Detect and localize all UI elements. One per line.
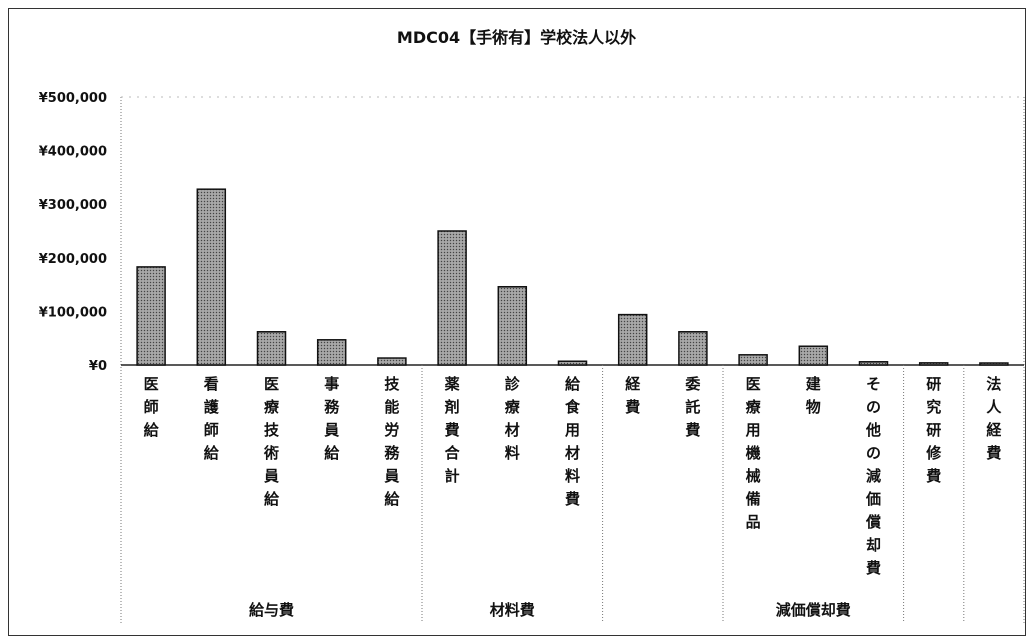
bar-10: [678, 331, 708, 366]
bar-8: [557, 360, 588, 366]
y-tick-label: ¥100,000: [39, 305, 107, 320]
category-label: 委託費: [685, 375, 700, 439]
bar-1: [136, 266, 166, 366]
category-label: 給食用材料費: [565, 375, 581, 508]
y-tick-label: ¥0: [89, 359, 107, 374]
y-tick-label: ¥500,000: [39, 91, 107, 106]
category-label: 建物: [806, 375, 822, 416]
group-label: 材料費: [490, 601, 535, 619]
bar-7: [497, 285, 528, 366]
category-label: 経費: [625, 375, 641, 416]
chart-title: MDC04【手術有】学校法人以外: [396, 28, 637, 47]
bar-12: [798, 345, 829, 366]
bar-4: [316, 339, 347, 366]
bar-5: [377, 357, 407, 366]
category-label: その他の減価償却費: [865, 375, 882, 577]
category-label: 技能労務員給: [383, 375, 400, 508]
bar-6: [437, 230, 467, 366]
category-label: 研究研修費: [925, 375, 942, 485]
bar-3: [256, 331, 287, 366]
y-tick-label: ¥200,000: [39, 252, 107, 267]
category-label: 看護師給: [204, 375, 220, 462]
category-label: 医療用機械備品: [746, 375, 762, 531]
bar-9: [617, 313, 648, 366]
bar-13: [858, 361, 889, 366]
bar-15: [979, 362, 1009, 366]
group-label: 減価償却費: [776, 601, 851, 619]
category-label: 医療技術員給: [263, 375, 280, 508]
bar-14: [918, 362, 949, 366]
category-label: 診療材料: [505, 375, 521, 462]
group-label: 給与費: [249, 601, 294, 619]
category-label: 医師給: [144, 375, 160, 439]
y-tick-label: ¥400,000: [39, 145, 107, 160]
category-label: 法人経費: [986, 375, 1002, 462]
bar-2: [196, 188, 227, 366]
category-label: 薬剤費合計: [444, 375, 461, 485]
category-label: 事務員給: [323, 375, 340, 462]
bar-11: [738, 354, 768, 366]
y-tick-label: ¥300,000: [39, 198, 107, 213]
